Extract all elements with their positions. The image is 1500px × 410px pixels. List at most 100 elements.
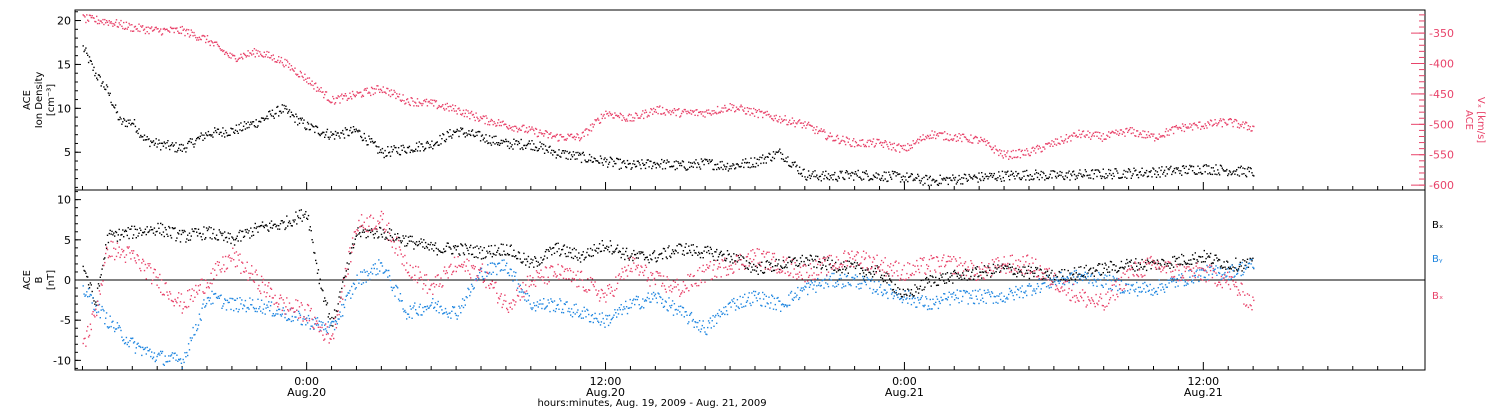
bx-point [1208,255,1210,257]
ion-density-point [639,164,641,166]
by-point [533,302,535,304]
ion-density-point [401,149,403,151]
ion-density-point [497,143,499,146]
by-point [90,294,92,296]
vx-point [766,110,768,113]
by-point [838,278,840,280]
bx-point [760,270,762,272]
ion-density-point [575,151,577,154]
by-point [672,314,675,316]
vx-point [494,122,496,125]
by-point [251,304,253,306]
vx-point [1127,129,1130,132]
by-point [485,271,487,274]
ion-density-point [1088,177,1090,179]
bx-point [1041,278,1043,280]
ion-density-point [944,179,947,181]
by-point [627,307,630,309]
by-point [115,328,118,330]
by-point [717,314,720,317]
bx-point [835,261,837,264]
ion-density-point [288,109,291,111]
ion-density-point [1060,174,1062,177]
vx-point [376,85,378,87]
vx-point [139,30,141,33]
by-point [698,320,701,322]
vx-point [209,44,211,47]
by-point [176,354,178,356]
vx-point [741,106,743,108]
bx-point [1015,267,1017,270]
vx-point [1048,142,1050,144]
ion-density-point [1064,175,1067,177]
vx-point [300,72,302,74]
ion-density-point [280,112,283,114]
bx-point [1116,271,1118,274]
ion-density-point [415,142,418,144]
vx-point [784,115,786,117]
vx-point [606,113,608,115]
bx-point [1211,262,1214,264]
by-point [261,312,264,314]
bx-point [388,228,391,230]
by-point [619,309,621,311]
bx-point [731,258,733,261]
bx-point [1225,268,1227,270]
bx-point [495,254,497,256]
bx-point [1176,257,1178,260]
ion-density-point [174,150,176,153]
ion-density-point [1034,173,1036,175]
ion-density-point [485,134,487,136]
by-point [538,303,540,305]
ion-density-point [1019,178,1022,181]
bx-point [1129,261,1132,263]
by-point [484,271,486,273]
ion-density-point [1184,172,1186,174]
vx-point [283,66,285,68]
bx-point [1144,265,1146,268]
bx-point [647,259,649,261]
ion-density-point [269,113,272,115]
ion-density-point [1079,169,1081,171]
by-point [245,310,247,313]
ion-density-point [241,130,243,132]
bx-point [1188,259,1190,261]
bx-point [1017,272,1019,274]
vx-point [632,116,634,119]
bx-point [928,281,931,283]
bx-point [597,252,599,254]
by-point [546,305,548,307]
ion-density-point [1040,170,1042,173]
by-point [199,318,201,320]
ion-density-point [134,125,137,128]
by-point [125,336,128,339]
bx-point [954,271,957,274]
vx-point [189,34,192,36]
vx-point [629,120,631,122]
by-point [808,286,811,288]
ion-density-point [799,173,802,175]
vx-point [1105,138,1107,140]
bx-point [1073,267,1076,269]
vx-point [414,101,416,103]
vx-point [564,138,566,141]
vx-point [798,119,801,121]
by-point [714,316,716,318]
vx-point [972,137,975,140]
ion-density-point [774,153,776,155]
bx-point [649,254,651,256]
by-point [132,342,135,344]
bx-point [408,240,411,242]
ion-density-point [829,175,831,177]
bx-point [651,259,653,261]
bx-point [1182,255,1185,257]
ion-density-point [679,164,681,167]
top-left-tick-label: 20 [57,15,71,28]
by-point [634,303,636,306]
bx-point [1084,276,1086,278]
by-point [645,300,648,302]
bx-point [399,240,402,242]
bx-point [940,274,942,276]
ion-density-point [874,176,876,178]
bx-point [663,248,666,250]
